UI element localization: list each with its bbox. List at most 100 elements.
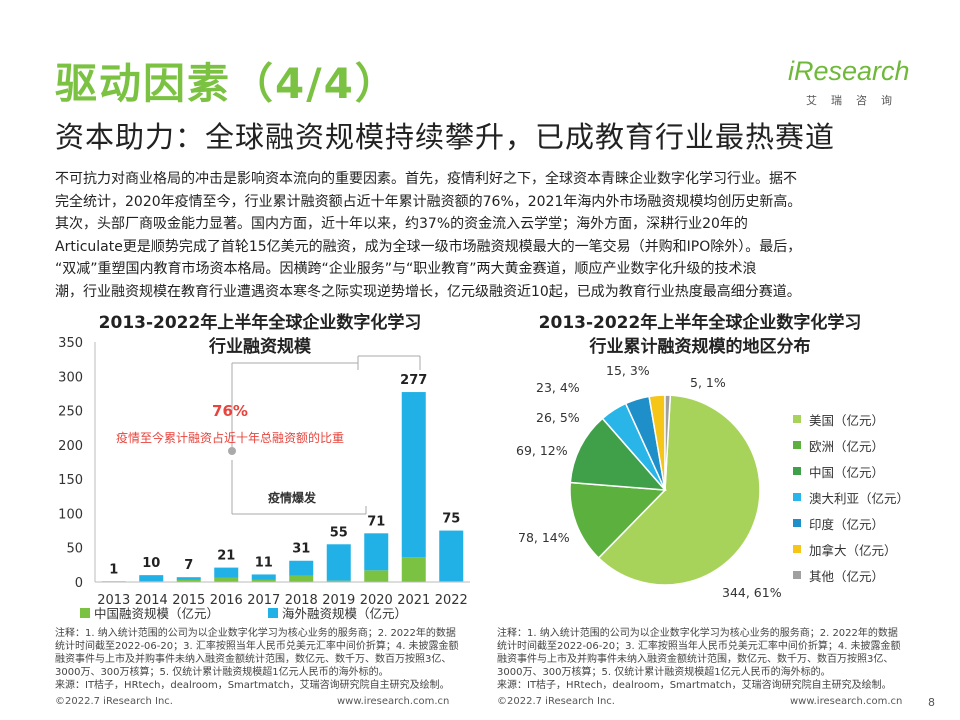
bar-value-label: 10 bbox=[142, 556, 160, 571]
pie-chart-title-line2: 行业累计融资规模的地区分布 bbox=[589, 337, 811, 357]
pie-slice-label: 23, 4% bbox=[536, 380, 580, 395]
bar-chart: 0 50 100 150 200 250 300 350 1 10 7 21 11 31 55 71 277 7… bbox=[58, 336, 470, 608]
footer-url-right[interactable]: www.iresearch.com.cn bbox=[790, 696, 903, 707]
bar-y-axis: 0 50 100 150 200 250 300 350 bbox=[58, 336, 96, 591]
legend-item-australia: 澳大利亚（亿元） bbox=[793, 484, 909, 510]
note-right-text: 注释：1. 纳入统计范围的公司为以企业数字化学习为核心业务的服务商；2. 202… bbox=[497, 628, 901, 678]
x-tick-label: 2013 bbox=[97, 593, 130, 608]
page-title: 驱动因素（4/4） bbox=[55, 59, 399, 108]
annotation-pct: 76% bbox=[212, 402, 248, 420]
legend-label: 印度（亿元） bbox=[809, 516, 885, 532]
pie-slice bbox=[569, 417, 667, 491]
bar-segment bbox=[326, 580, 351, 582]
legend-item-china: 中国（亿元） bbox=[793, 458, 909, 484]
bar-segment bbox=[439, 530, 464, 582]
bar-segment bbox=[139, 575, 164, 582]
legend-label-overseas: 海外融资规模（亿元） bbox=[282, 606, 408, 621]
legend-swatch bbox=[793, 519, 801, 527]
legend-swatch bbox=[793, 571, 801, 579]
legend-swatch-overseas bbox=[268, 607, 278, 618]
pie-slice bbox=[664, 394, 672, 491]
note-right-source: 来源：IT桔子，HRtech，dealroom，Smartmatch，艾瑞咨询研… bbox=[497, 680, 892, 691]
bar-segment bbox=[401, 557, 426, 582]
bar-segment bbox=[176, 579, 201, 582]
intro-line: 其次，头部厂商吸金能力显著。国内方面，近十年以来，约37%的资金流入云学堂；海外… bbox=[55, 216, 748, 232]
y-tick-label: 250 bbox=[58, 405, 83, 420]
bar-value-label: 277 bbox=[400, 373, 427, 388]
footer-copyright-right: ©2022.7 iResearch Inc. bbox=[497, 696, 615, 707]
bar-legend-overseas: 海外融资规模（亿元） bbox=[268, 603, 407, 622]
pie-slice-label: 344, 61% bbox=[722, 585, 782, 600]
legend-item-other: 其他（亿元） bbox=[793, 562, 909, 588]
pie-chart-title-line1: 2013-2022年上半年全球企业数字化学习 bbox=[538, 313, 862, 333]
annotation-text: 疫情至今累计融资占近十年总融资额的比重 bbox=[116, 430, 344, 445]
x-tick-label: 2022 bbox=[435, 593, 468, 608]
legend-swatch bbox=[793, 467, 801, 475]
bar-segment bbox=[176, 577, 201, 580]
note-left: 注释：1. 纳入统计范围的公司为以企业数字化学习为核心业务的服务商；2. 202… bbox=[55, 627, 460, 692]
bar-value-label: 11 bbox=[255, 555, 273, 570]
bar-segment bbox=[289, 560, 314, 576]
x-tick-label: 2021 bbox=[397, 593, 430, 608]
intro-line: “双减”重塑国内教育市场资本格局。因横跨“企业服务”与“职业教育”两大黄金赛道，… bbox=[55, 261, 757, 277]
legend-label-china: 中国融资规模（亿元） bbox=[94, 606, 220, 621]
x-tick-label: 2019 bbox=[322, 593, 355, 608]
bar-segment bbox=[364, 533, 389, 571]
legend-item-europe: 欧洲（亿元） bbox=[793, 432, 909, 458]
intro-line: Articulate更是顺势完成了首轮15亿美元的融资，成为全球一级市场融资规模… bbox=[55, 238, 802, 255]
bar-segment bbox=[251, 579, 276, 582]
bar-value-label: 31 bbox=[292, 542, 310, 557]
page-subtitle: 资本助力：全球融资规模持续攀升，已成教育行业最热赛道 bbox=[55, 120, 836, 154]
iresearch-logo: iResearch 艾瑞咨询 bbox=[788, 56, 913, 108]
pie-slices bbox=[569, 394, 761, 586]
bar-segment bbox=[401, 392, 426, 558]
x-tick-label: 2016 bbox=[210, 593, 243, 608]
x-tick-label: 2017 bbox=[247, 593, 280, 608]
footer-url-left[interactable]: www.iresearch.com.cn bbox=[337, 696, 450, 707]
legend-item-us: 美国（亿元） bbox=[793, 406, 909, 432]
y-tick-label: 0 bbox=[75, 576, 83, 591]
annotation-dot bbox=[228, 447, 236, 455]
legend-swatch bbox=[793, 415, 801, 423]
legend-swatch-china bbox=[80, 607, 90, 618]
legend-item-canada: 加拿大（亿元） bbox=[793, 536, 909, 562]
legend-label: 加拿大（亿元） bbox=[809, 542, 897, 558]
pie-slice-label: 26, 5% bbox=[536, 410, 580, 425]
bar-series bbox=[101, 392, 464, 582]
bar-value-label: 71 bbox=[367, 514, 385, 529]
pie-slice bbox=[597, 394, 761, 586]
bar-segment bbox=[214, 567, 239, 578]
pie-chart: 344, 61% 78, 14% 69, 12% 26, 5% 23, 4% 15, 3%… bbox=[516, 363, 782, 600]
legend-label: 美国（亿元） bbox=[809, 412, 885, 428]
bar-value-label: 75 bbox=[442, 512, 460, 527]
bar-chart-title-line2: 行业融资规模 bbox=[209, 337, 311, 357]
bar-segment bbox=[251, 574, 276, 580]
legend-swatch bbox=[793, 493, 801, 501]
bar-segment bbox=[214, 577, 239, 582]
logo-wordmark: iResearch bbox=[788, 56, 910, 86]
pie-slice-label: 78, 14% bbox=[518, 530, 570, 545]
legend-swatch bbox=[793, 441, 801, 449]
x-tick-label: 2020 bbox=[360, 593, 393, 608]
pie-slice-label: 15, 3% bbox=[606, 363, 650, 378]
legend-label: 澳大利亚（亿元） bbox=[809, 490, 910, 506]
bar-segment bbox=[326, 544, 351, 581]
y-tick-label: 200 bbox=[58, 439, 83, 454]
intro-line: 潮，行业融资规模在教育行业遭遇资本寒冬之际实现逆势增长，亿元级融资近10起，已成… bbox=[55, 283, 801, 300]
pie-slice bbox=[569, 481, 667, 559]
pie-legend: 美国（亿元） 欧洲（亿元） 中国（亿元） 澳大利亚（亿元） 印度（亿元） 加拿大… bbox=[793, 406, 909, 588]
intro-line: 不可抗力对商业格局的冲击是影响资本流向的重要因素。首先，疫情利好之下，全球资本青… bbox=[55, 171, 797, 187]
pie-slice-label: 69, 12% bbox=[516, 443, 568, 458]
footer-copyright-left: ©2022.7 iResearch Inc. bbox=[55, 696, 173, 707]
page-number: 8 bbox=[928, 696, 935, 709]
x-tick-label: 2014 bbox=[135, 593, 168, 608]
note-left-text: 注释：1. 纳入统计范围的公司为以企业数字化学习为核心业务的服务商；2. 202… bbox=[55, 628, 459, 678]
legend-label: 中国（亿元） bbox=[809, 464, 885, 480]
legend-label: 欧洲（亿元） bbox=[809, 438, 885, 454]
note-left-source: 来源：IT桔子，HRtech，dealroom，Smartmatch，艾瑞咨询研… bbox=[55, 680, 450, 691]
pie-slice-label: 5, 1% bbox=[690, 375, 726, 390]
bar-chart-title: 2013-2022年上半年全球企业数字化学习 行业融资规模 bbox=[60, 311, 460, 359]
annotation-event: 疫情爆发 bbox=[268, 490, 317, 505]
y-tick-label: 100 bbox=[58, 507, 83, 522]
y-tick-label: 300 bbox=[58, 370, 83, 385]
